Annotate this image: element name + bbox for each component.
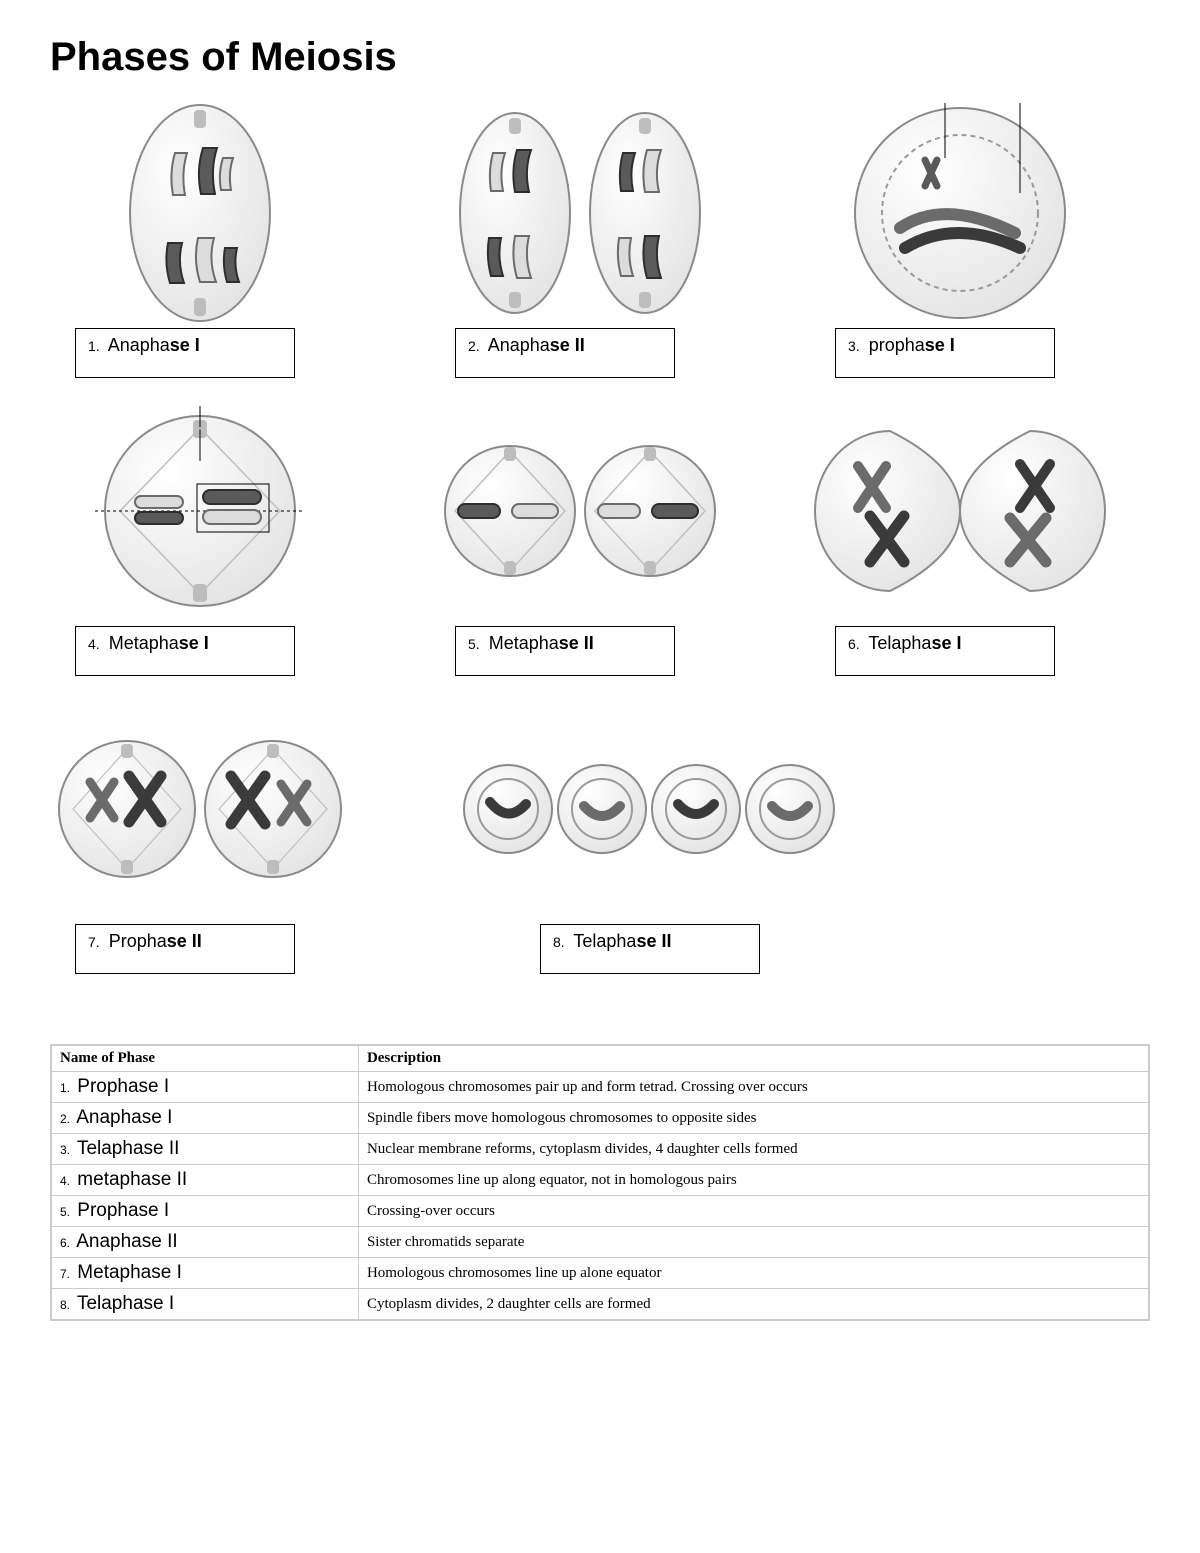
table-cell-name: 3. Telaphase II	[51, 1134, 358, 1165]
phase-figure-telaphase-2	[430, 694, 850, 924]
phase-label: 3. prophase I	[835, 328, 1055, 378]
phase-figure-prophase-2	[50, 694, 350, 924]
phase-number: 6.	[848, 636, 860, 652]
phase-name-bold: se II	[550, 335, 585, 355]
table-row: 4. metaphase IIChromosomes line up along…	[51, 1165, 1149, 1196]
phase-item: 5. Metaphase II	[430, 396, 770, 676]
phase-label: 5. Metaphase II	[455, 626, 675, 676]
table-cell-desc: Homologous chromosomes pair up and form …	[358, 1072, 1149, 1103]
phase-name-bold: se II	[559, 633, 594, 653]
phase-item: 2. Anaphase II	[430, 98, 770, 378]
phase-figure-anaphase-1	[50, 98, 350, 328]
phase-number: 3.	[848, 338, 860, 354]
phase-figure-telaphase-1	[810, 396, 1110, 626]
phase-name-pre: Metapha	[489, 633, 559, 653]
table-cell-desc: Nuclear membrane reforms, cytoplasm divi…	[358, 1134, 1149, 1165]
phase-name-bold: se I	[925, 335, 955, 355]
phase-item: 7. Prophase II	[50, 694, 390, 974]
table-cell-desc: Spindle fibers move homologous chromosom…	[358, 1103, 1149, 1134]
description-table: Name of Phase Description 1. Prophase IH…	[50, 1044, 1150, 1321]
table-cell-desc: Crossing-over occurs	[358, 1196, 1149, 1227]
phase-name-bold: se II	[636, 931, 671, 951]
table-row: 3. Telaphase IINuclear membrane reforms,…	[51, 1134, 1149, 1165]
phase-name-pre: Metapha	[109, 633, 179, 653]
table-cell-name: 1. Prophase I	[51, 1072, 358, 1103]
table-header-name: Name of Phase	[51, 1045, 358, 1072]
phase-label: 4. Metaphase I	[75, 626, 295, 676]
table-cell-desc: Sister chromatids separate	[358, 1227, 1149, 1258]
table-row: 6. Anaphase IISister chromatids separate	[51, 1227, 1149, 1258]
phase-name-pre: Telapha	[573, 931, 636, 951]
phase-label: 7. Prophase II	[75, 924, 295, 974]
phase-number: 7.	[88, 934, 100, 950]
phase-label: 1. Anaphase I	[75, 328, 295, 378]
phase-figure-anaphase-2	[430, 98, 730, 328]
table-cell-desc: Cytoplasm divides, 2 daughter cells are …	[358, 1289, 1149, 1321]
phase-grid: 1. Anaphase I	[50, 98, 1150, 974]
page-title: Phases of Meiosis	[50, 35, 1150, 80]
phase-name-pre: Telapha	[868, 633, 931, 653]
phase-figure-metaphase-2	[430, 396, 730, 626]
table-cell-name: 2. Anaphase I	[51, 1103, 358, 1134]
table-row: 8. Telaphase ICytoplasm divides, 2 daugh…	[51, 1289, 1149, 1321]
phase-item: 4. Metaphase I	[50, 396, 390, 676]
phase-number: 2.	[468, 338, 480, 354]
phase-name-pre: Anapha	[488, 335, 550, 355]
phase-label: 2. Anaphase II	[455, 328, 675, 378]
table-row: 7. Metaphase IHomologous chromosomes lin…	[51, 1258, 1149, 1289]
phase-name-bold: se I	[179, 633, 209, 653]
phase-number: 4.	[88, 636, 100, 652]
table-row: 1. Prophase IHomologous chromosomes pair…	[51, 1072, 1149, 1103]
phase-figure-metaphase-1	[50, 396, 350, 626]
phase-name-pre: propha	[869, 335, 925, 355]
phase-number: 8.	[553, 934, 565, 950]
table-header-desc: Description	[358, 1045, 1149, 1072]
phase-name-pre: Propha	[109, 931, 167, 951]
phase-item: 3. prophase I	[810, 98, 1150, 378]
phase-label: 8. Telaphase II	[540, 924, 760, 974]
phase-item: 6. Telaphase I	[810, 396, 1150, 676]
table-cell-name: 4. metaphase II	[51, 1165, 358, 1196]
phase-figure-prophase-1	[810, 98, 1110, 328]
table-row: 5. Prophase ICrossing-over occurs	[51, 1196, 1149, 1227]
phase-name-pre: Anapha	[108, 335, 170, 355]
phase-item: 1. Anaphase I	[50, 98, 390, 378]
phase-name-bold: se I	[170, 335, 200, 355]
table-cell-desc: Chromosomes line up along equator, not i…	[358, 1165, 1149, 1196]
phase-name-bold: se I	[931, 633, 961, 653]
phase-number: 5.	[468, 636, 480, 652]
table-cell-name: 5. Prophase I	[51, 1196, 358, 1227]
phase-number: 1.	[88, 338, 100, 354]
table-cell-name: 6. Anaphase II	[51, 1227, 358, 1258]
phase-name-bold: se II	[167, 931, 202, 951]
table-cell-desc: Homologous chromosomes line up alone equ…	[358, 1258, 1149, 1289]
phase-label: 6. Telaphase I	[835, 626, 1055, 676]
table-cell-name: 7. Metaphase I	[51, 1258, 358, 1289]
phase-item: 8. Telaphase II	[430, 694, 1150, 974]
table-row: 2. Anaphase ISpindle fibers move homolog…	[51, 1103, 1149, 1134]
table-cell-name: 8. Telaphase I	[51, 1289, 358, 1321]
